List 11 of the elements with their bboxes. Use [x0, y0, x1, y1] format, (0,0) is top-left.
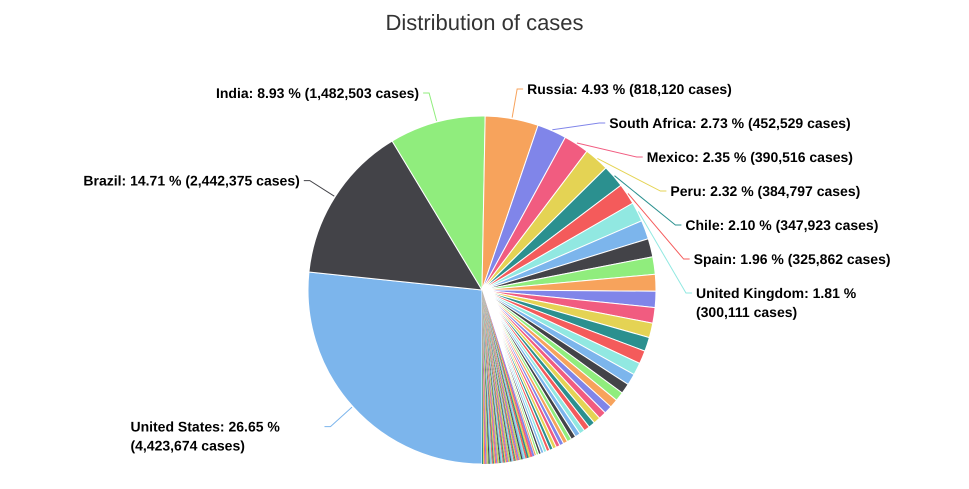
slice-label: Russia: 4.93 % (818,120 cases) [527, 81, 732, 98]
slice-label: Peru: 2.32 % (384,797 cases) [670, 183, 860, 200]
slice-label: Chile: 2.10 % (347,923 cases) [685, 217, 878, 234]
slice-label: South Africa: 2.73 % (452,529 cases) [609, 115, 851, 132]
slice-label: Mexico: 2.35 % (390,516 cases) [646, 149, 853, 166]
chart-title: Distribution of cases [385, 10, 584, 35]
slice-label: United Kingdom: 1.81 % (300,111 cases) [696, 285, 857, 320]
slice-label: Brazil: 14.71 % (2,442,375 cases) [83, 172, 300, 189]
slice-label: Spain: 1.96 % (325,862 cases) [694, 251, 891, 268]
slice-label: United States: 26.65 % (4,423,674 cases) [130, 418, 280, 454]
slice-label: India: 8.93 % (1,482,503 cases) [216, 84, 420, 101]
